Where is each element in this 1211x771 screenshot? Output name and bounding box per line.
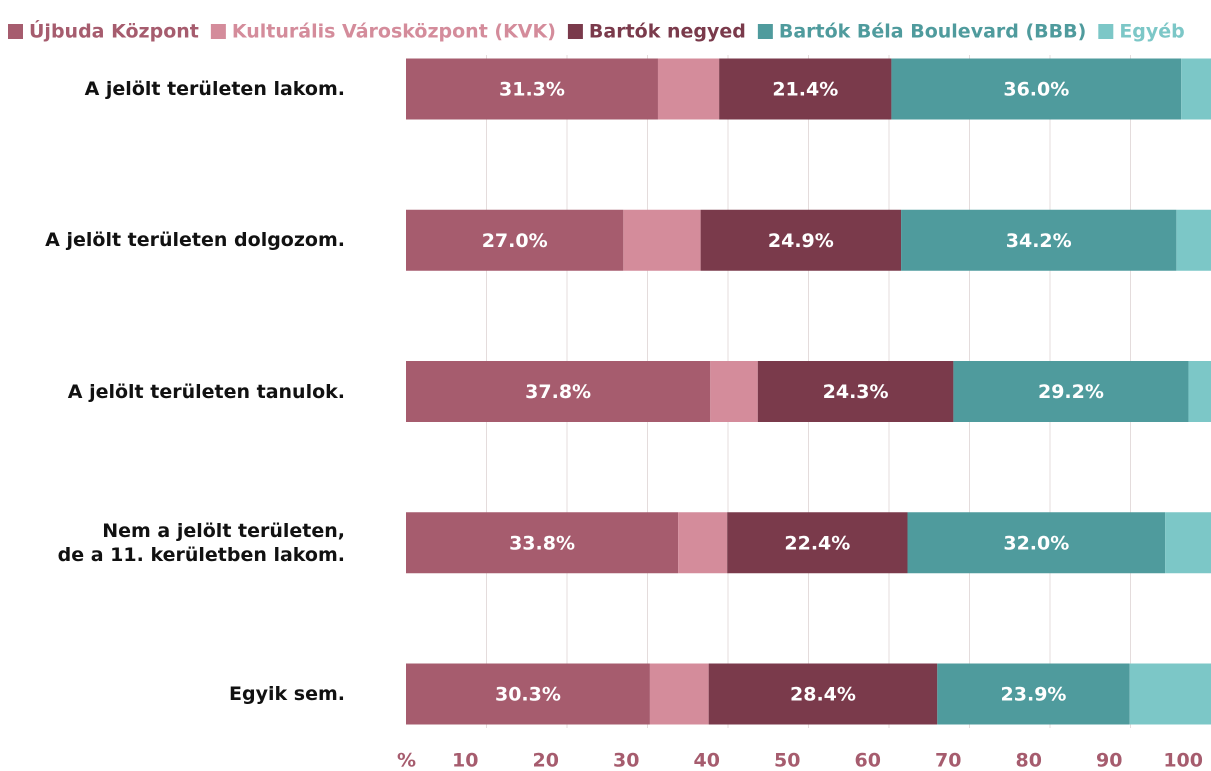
x-tick-label: 30 [613, 750, 639, 771]
data-label: 34.2% [1006, 230, 1072, 252]
x-tick-label: 50 [774, 750, 800, 771]
x-tick-label: 100 [1163, 750, 1203, 771]
bar-segment [1181, 58, 1211, 120]
legend-swatch [210, 24, 226, 39]
bar-segment [953, 361, 1189, 422]
bar-segment [710, 361, 758, 422]
data-label: 24.9% [768, 230, 834, 252]
y-tick-label: A jelölt területen tanulok. [67, 380, 345, 403]
bar-segment [657, 58, 720, 120]
data-label: 37.8% [525, 381, 591, 403]
x-tick-label: 70 [935, 750, 961, 771]
x-tick-label: 40 [694, 750, 720, 771]
x-tick-label: 10 [452, 750, 478, 771]
y-tick-label: A jelölt területen lakom. [84, 78, 345, 100]
bar-segment [719, 58, 892, 120]
bar-segment [623, 209, 701, 271]
legend-swatch [757, 24, 773, 39]
bar-segment [907, 512, 1166, 574]
data-label: 21.4% [772, 79, 838, 101]
legend-swatch [567, 24, 583, 39]
data-label: 30.3% [495, 684, 561, 706]
data-label: 23.9% [1001, 684, 1067, 706]
bar-segment [678, 512, 728, 574]
data-label: 28.4% [790, 684, 856, 706]
legend-label: Bartók negyed [589, 21, 746, 43]
legend-label: Egyéb [1119, 21, 1184, 43]
x-tick-label: % [397, 750, 416, 771]
data-label: 29.2% [1038, 381, 1104, 403]
bar-segment [1188, 361, 1211, 422]
bar-segment [891, 58, 1182, 120]
bar-segment [649, 663, 709, 725]
legend-swatch [8, 24, 23, 39]
data-label: 36.0% [1003, 79, 1069, 101]
data-label: 27.0% [482, 230, 548, 252]
data-label: 22.4% [784, 532, 850, 554]
y-tick-label: Egyik sem. [229, 683, 345, 705]
bar-segment [406, 361, 711, 422]
data-label: 24.3% [823, 381, 889, 403]
bar-segment [700, 209, 902, 271]
bar-segment [1176, 209, 1211, 271]
data-label: 33.8% [509, 532, 575, 554]
bar-segment [406, 209, 624, 271]
data-label: 32.0% [1003, 532, 1069, 554]
x-tick-label: 90 [1096, 750, 1122, 771]
bar-segment [708, 663, 938, 725]
x-tick-label: 60 [855, 750, 881, 771]
x-tick-label: 20 [533, 750, 559, 771]
legend-label: Bartók Béla Boulevard (BBB) [779, 21, 1086, 43]
data-label: 31.3% [499, 79, 565, 101]
bar-segment [1129, 663, 1211, 725]
bar-segment [406, 663, 650, 725]
bar-segment [1165, 512, 1211, 574]
bar-segment [757, 361, 954, 422]
legend-label: Kulturális Városközpont (KVK) [232, 21, 556, 43]
bar-segment [406, 512, 679, 574]
x-tick-label: 80 [1016, 750, 1042, 771]
legend-label: Újbuda Központ [29, 19, 199, 43]
bar-segment [406, 58, 658, 120]
bar-segment [901, 209, 1177, 271]
bar-segment [727, 512, 908, 574]
y-tick-label: Nem a jelölt területen, de a 11. kerület… [57, 519, 345, 566]
legend-swatch [1098, 24, 1114, 39]
bar-segment [937, 663, 1130, 725]
y-tick-label: A jelölt területen dolgozom. [45, 229, 345, 252]
